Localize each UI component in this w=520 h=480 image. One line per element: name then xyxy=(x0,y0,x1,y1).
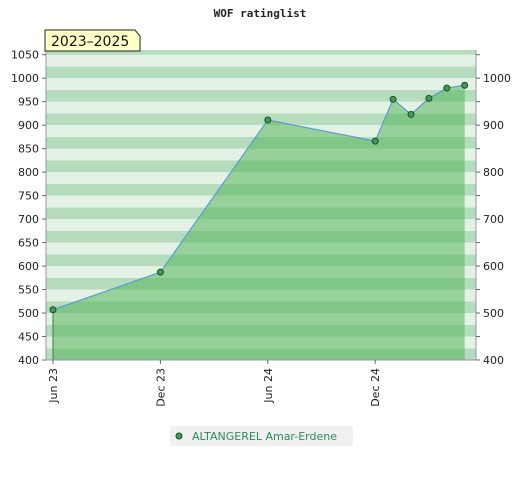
right-tick-label: 500 xyxy=(483,307,504,320)
left-tick-label: 900 xyxy=(18,119,39,132)
background-band xyxy=(46,113,476,126)
left-tick-label: 650 xyxy=(18,237,39,250)
x-tick-label: Jun 24 xyxy=(262,368,275,404)
left-tick-label: 550 xyxy=(18,284,39,297)
right-tick-label: 1000 xyxy=(483,72,511,85)
legend-label: ALTANGEREL Amar-Erdene xyxy=(192,430,337,443)
right-tick-label: 600 xyxy=(483,260,504,273)
data-point[interactable] xyxy=(156,268,164,276)
right-tick-label: 800 xyxy=(483,166,504,179)
legend-marker xyxy=(175,432,183,440)
left-tick-label: 950 xyxy=(18,96,39,109)
left-y-axis: 400 450 500 550 600 650 700 750 800 850 900 950 1000… xyxy=(11,49,46,367)
left-tick-label: 400 xyxy=(18,354,39,367)
data-point[interactable] xyxy=(461,81,469,89)
chart-title: WOF ratinglist xyxy=(214,7,307,20)
right-tick-label: 700 xyxy=(483,213,504,226)
data-point[interactable] xyxy=(49,306,57,314)
period-badge-shape xyxy=(44,29,141,52)
data-point[interactable] xyxy=(425,94,433,102)
data-point[interactable] xyxy=(264,116,272,124)
legend-background xyxy=(170,426,353,446)
right-y-axis: 400 500 600 700 800 900 1000 xyxy=(476,54,511,367)
left-tick-label: 450 xyxy=(18,331,39,344)
left-tick-label: 750 xyxy=(18,190,39,203)
data-point[interactable] xyxy=(407,110,415,118)
left-tick-label: 1000 xyxy=(11,72,39,85)
series-area xyxy=(53,85,465,361)
background-band xyxy=(46,101,476,114)
right-tick-label: 400 xyxy=(483,354,504,367)
left-tick-label: 500 xyxy=(18,307,39,320)
data-points xyxy=(49,81,469,314)
legend[interactable]: ALTANGEREL Amar-Erdene xyxy=(170,426,353,446)
background-band xyxy=(46,78,476,90)
data-point[interactable] xyxy=(371,137,379,145)
background-band xyxy=(46,89,476,102)
background-band xyxy=(46,66,476,79)
right-tick-label: 900 xyxy=(483,119,504,132)
background-band xyxy=(46,50,476,55)
data-point[interactable] xyxy=(443,84,451,92)
x-tick-label: Jun 23 xyxy=(47,368,60,404)
left-tick-label: 1050 xyxy=(11,49,39,62)
left-tick-label: 850 xyxy=(18,143,39,156)
data-point[interactable] xyxy=(389,95,397,103)
x-axis: Jun 23 Dec 23 Jun 24 Dec 24 xyxy=(47,360,382,407)
background-band xyxy=(46,54,476,67)
x-tick-label: Dec 23 xyxy=(154,368,167,407)
left-tick-label: 600 xyxy=(18,260,39,273)
x-tick-label: Dec 24 xyxy=(369,368,382,407)
period-badge-label: 2023–2025 xyxy=(51,34,129,50)
left-tick-label: 700 xyxy=(18,213,39,226)
period-badge: 2023–2025 xyxy=(44,29,141,52)
left-tick-label: 800 xyxy=(18,166,39,179)
